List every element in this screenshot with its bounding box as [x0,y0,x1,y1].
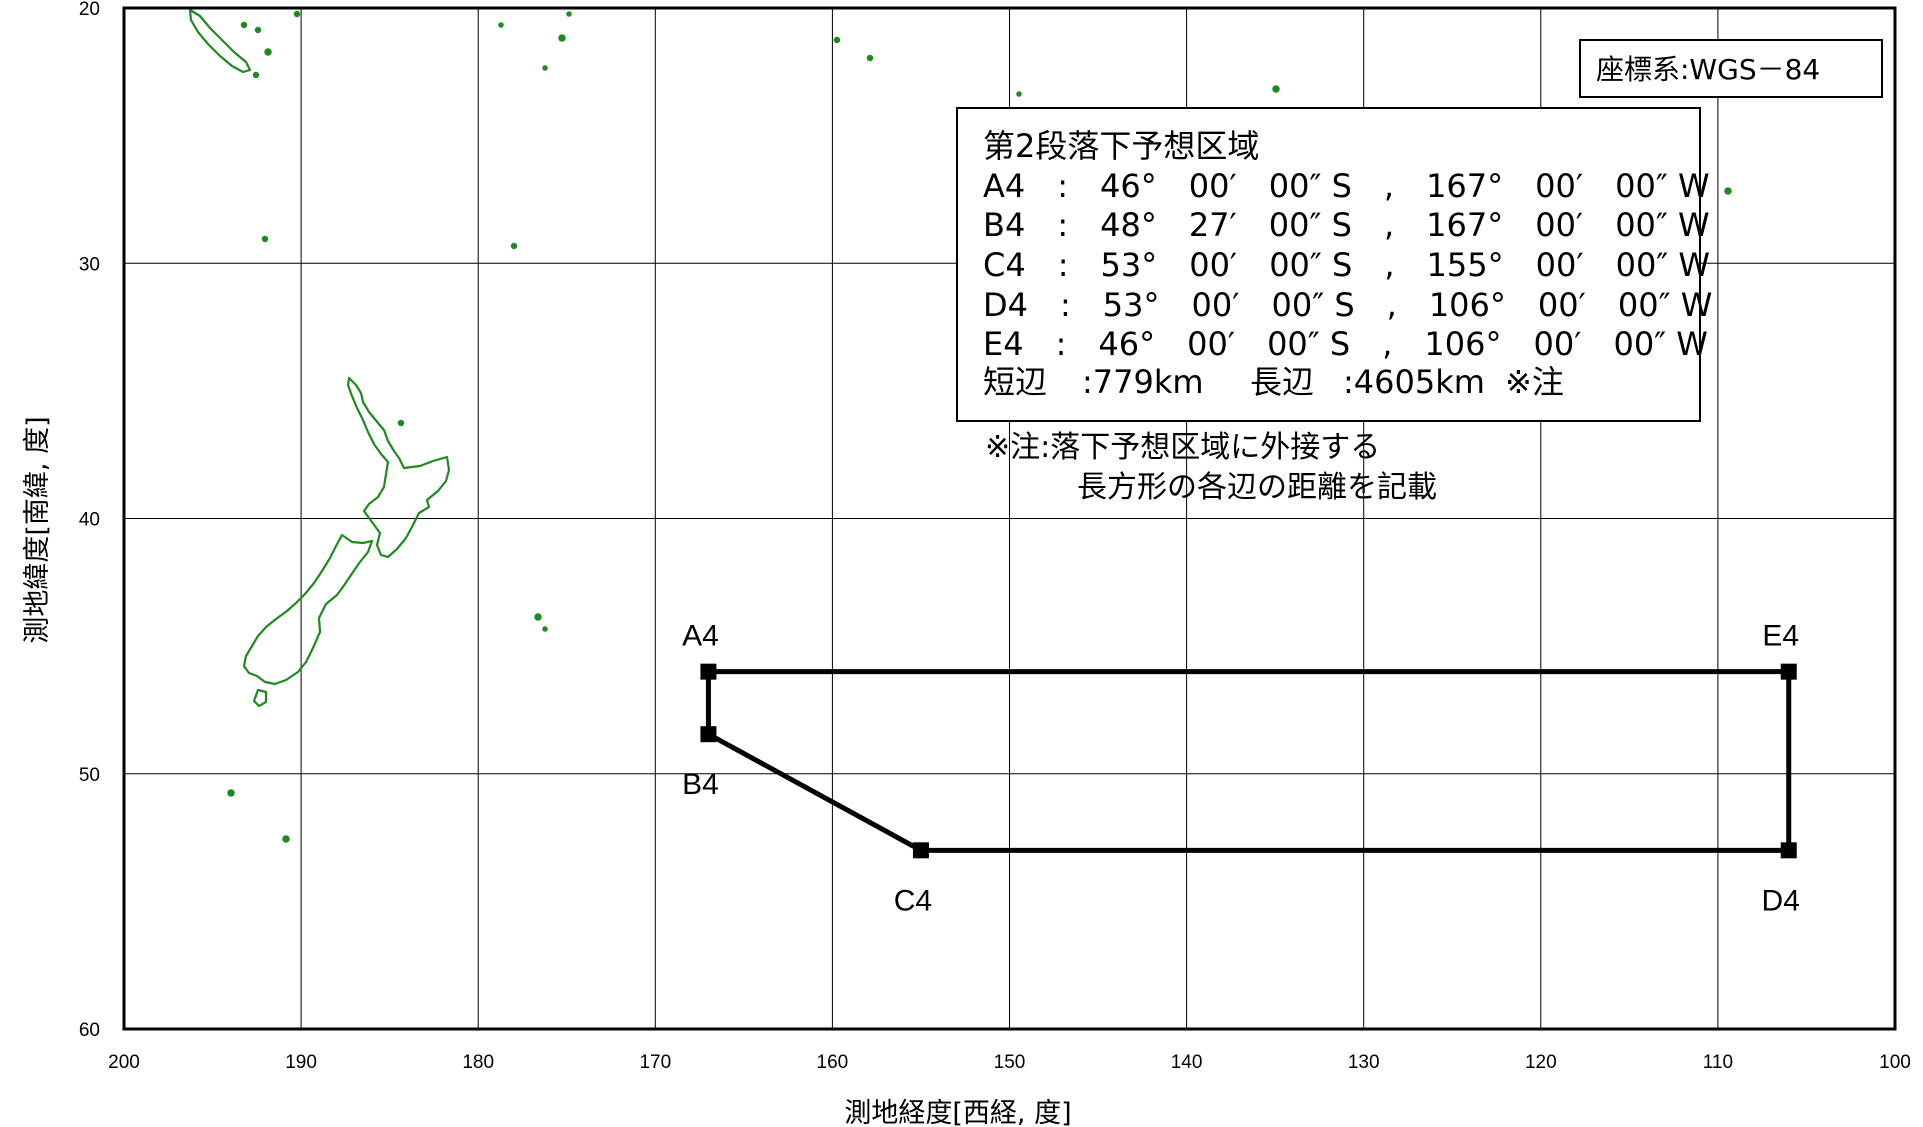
vertex-label-d4: D4 [1762,884,1800,917]
info-box-frame [956,107,1701,422]
x-tick-label: 180 [462,1052,494,1073]
x-tick-label: 140 [1171,1052,1203,1073]
x-tick-labels: 200 190 180 170 160 150 140 130 120 110 100 [108,1052,1911,1073]
island-dot [1016,91,1022,97]
y-tick-label: 60 [79,1020,100,1041]
island-dot [542,626,548,632]
x-tick-label: 120 [1525,1052,1557,1073]
note-line-1: ※注:落下予想区域に外接する [985,430,1380,465]
vertex-label-c4: C4 [894,884,932,917]
stewart-island [252,688,268,708]
new-caledonia [188,8,252,74]
x-tick-label: 170 [639,1052,671,1073]
y-tick-labels: 20 30 40 50 60 [79,0,100,1041]
vertex-marker-e4 [1780,663,1797,680]
drop-zone-markers [700,663,1797,859]
vertex-label-b4: B4 [682,768,719,801]
info-box-row-d4: D4 : 53° 00′ 00″ S , 106° 00′ 00″ W [983,286,1712,324]
vertex-marker-d4 [1780,842,1797,859]
island-dot [264,48,272,56]
vertex-label-a4: A4 [682,620,719,653]
island-dot [293,10,301,18]
info-box-title: 第2段落下予想区域 [983,127,1259,165]
drop-zone-point-labels: A4 B4 C4 D4 E4 [682,620,1800,918]
x-tick-label: 130 [1348,1052,1380,1073]
x-tick-label: 190 [285,1052,317,1073]
x-axis-label: 測地経度[西経, 度] [844,1098,1071,1127]
y-axis-label: 測地緯度[南緯, 度] [22,416,53,643]
coordinate-system-frame [1579,39,1883,98]
island-dot [252,71,260,79]
island-dot [254,26,262,34]
x-tick-label: 110 [1703,1052,1733,1073]
island-dot [542,65,548,71]
info-box-row-e4: E4 : 46° 00′ 00″ S , 106° 00′ 00″ W [983,325,1708,363]
vertex-marker-c4 [912,842,929,859]
x-tick-label: 160 [817,1052,849,1073]
new-zealand-north-island [346,376,451,559]
y-tick-label: 50 [79,765,100,786]
info-box-row-c4: C4 : 53° 00′ 00″ S , 155° 00′ 00″ W [983,246,1710,284]
info-box-distances: 短辺 :779km 長辺 :4605km ※注 [983,363,1564,401]
island-dot [1724,187,1732,195]
y-tick-label: 30 [79,254,100,275]
info-box-row-a4: A4 : 46° 00′ 00″ S , 167° 00′ 00″ W [983,167,1710,205]
x-tick-label: 200 [108,1052,140,1073]
island-dot [566,11,572,17]
new-zealand-south-island [242,533,374,686]
note-line-2: 長方形の各辺の距離を記載 [1077,470,1437,505]
note-reference: ※注 [1505,363,1564,401]
island-dot [282,835,290,843]
island-dot [261,235,269,243]
long-side-label: 長辺 [1250,363,1314,401]
short-side-label: 短辺 [983,363,1047,401]
island-dot [534,613,542,621]
vertex-marker-a4 [700,663,717,680]
plot-frame [122,6,1897,1031]
island-dot [498,22,504,28]
short-side-value: :779km [1082,363,1204,401]
coordinate-system-label: 座標系:WGS－84 [1596,53,1820,86]
island-dot [510,242,518,250]
drop-zone-info-box: 第2段落下予想区域 A4 : 46° 00′ 00″ S , 167° 00′ … [956,107,1712,422]
info-box-row-b4: B4 : 48° 27′ 00″ S , 167° 00′ 00″ W [983,206,1710,244]
drop-zone-polygon [705,669,1792,853]
coordinate-system-box: 座標系:WGS－84 [1579,39,1883,98]
x-tick-label: 150 [994,1052,1026,1073]
island-dot [833,36,841,44]
island-dot [227,789,235,797]
coastline [188,8,1732,843]
y-tick-label: 20 [79,0,100,20]
x-tick-label: 100 [1879,1052,1911,1073]
vertex-marker-b4 [700,726,717,743]
vertex-label-e4: E4 [1762,620,1799,653]
island-dot [240,21,248,29]
island-dot [1272,85,1280,93]
island-dot [558,34,566,42]
island-dot [397,419,405,427]
y-tick-label: 40 [79,510,100,531]
island-dot [866,54,874,62]
long-side-value: :4605km [1343,363,1485,401]
